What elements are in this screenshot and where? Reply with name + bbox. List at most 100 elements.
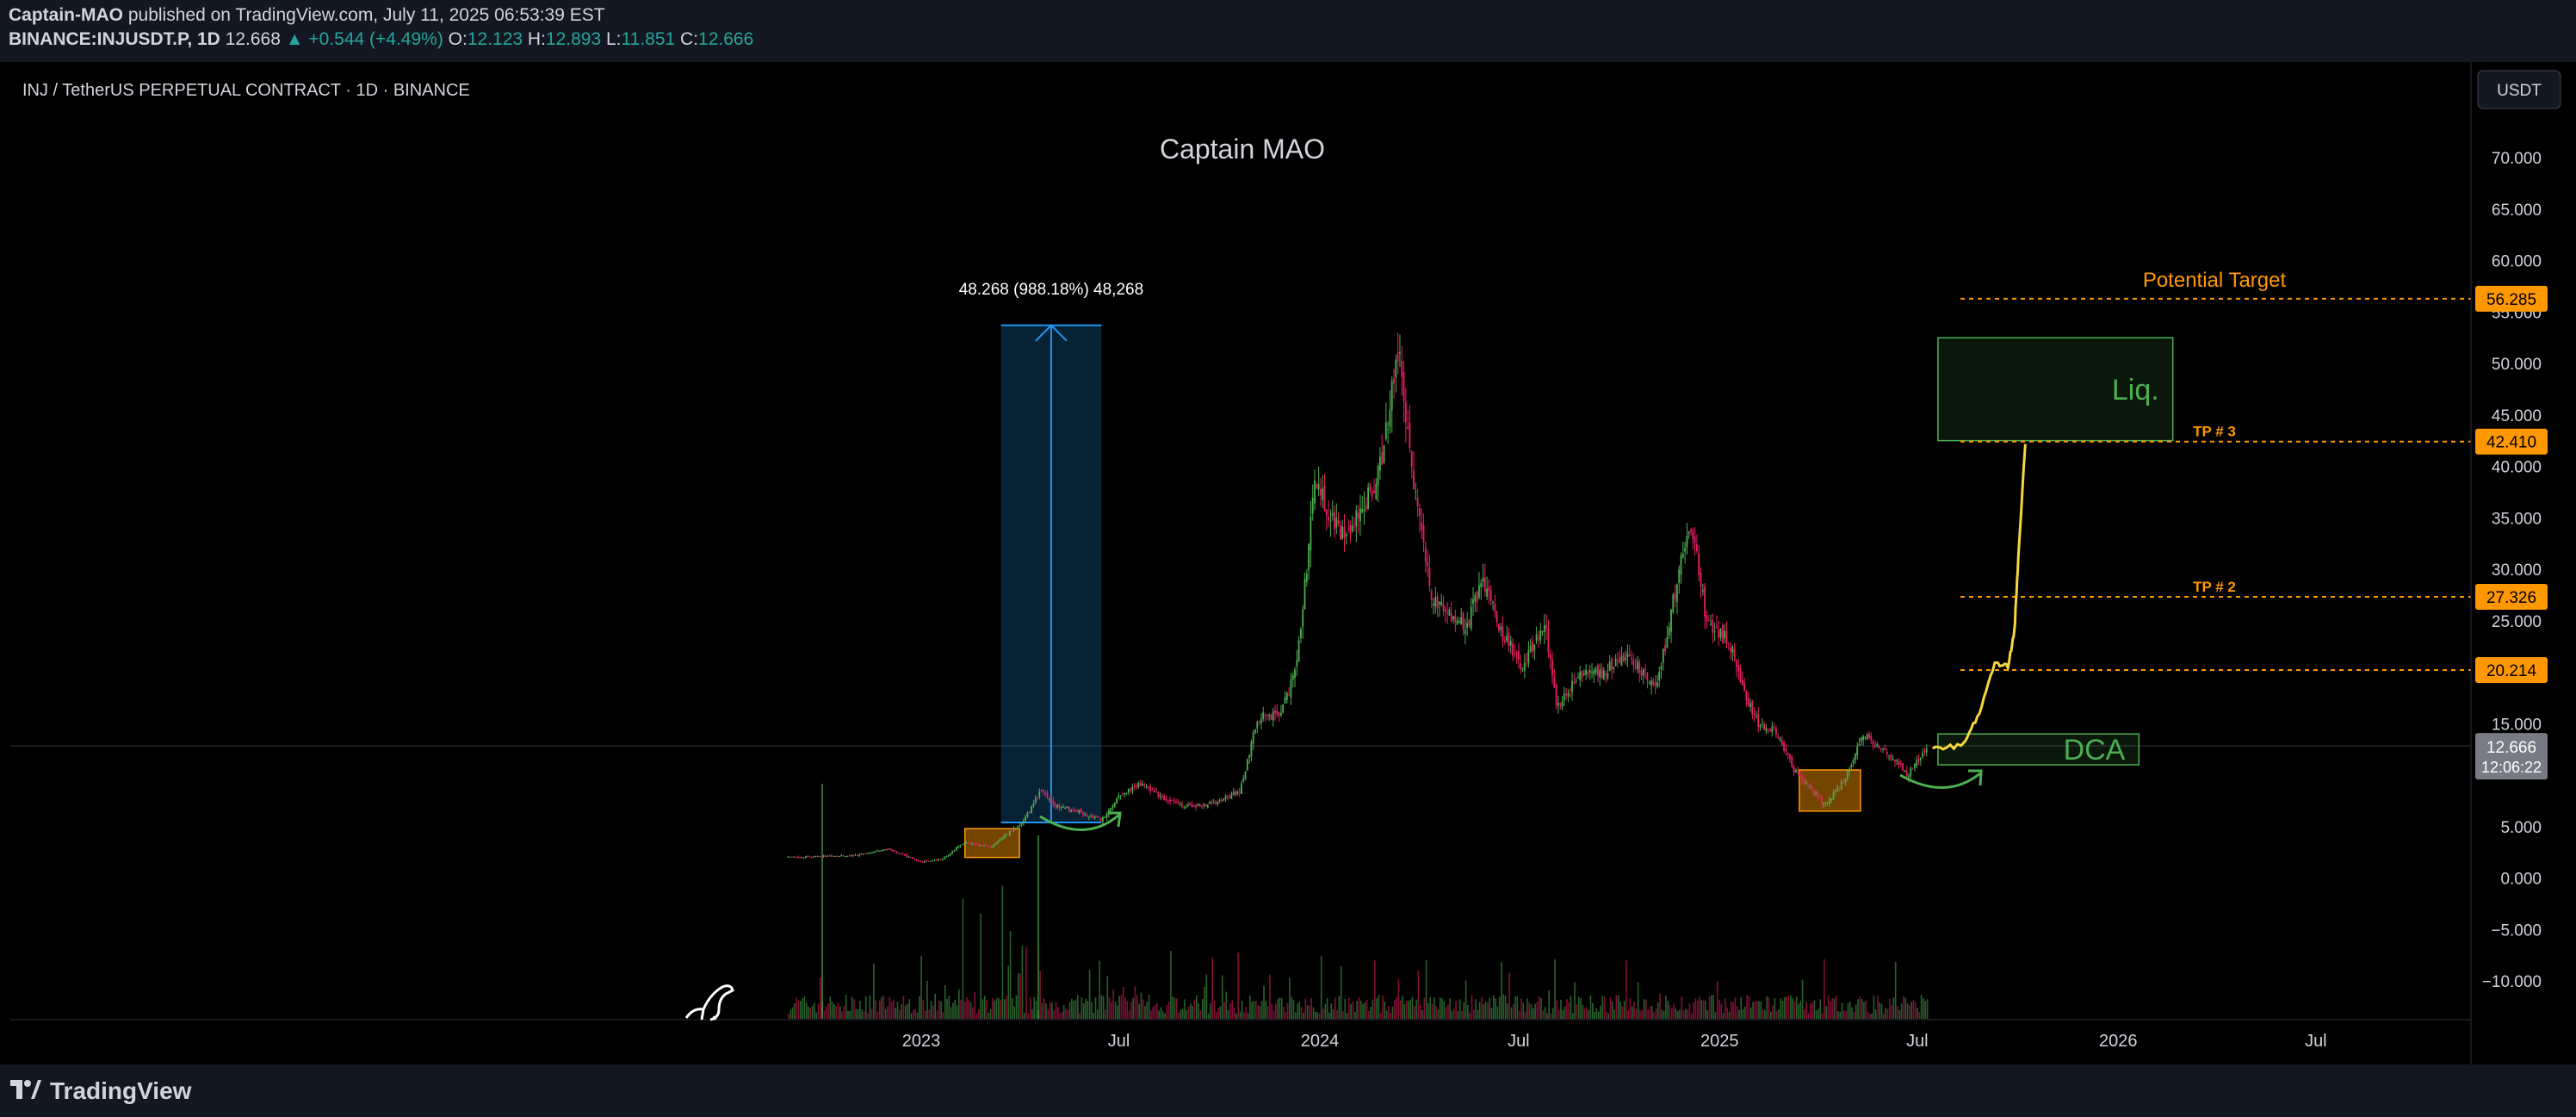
candle-body [1470, 606, 1472, 630]
time-tick: 2026 [2099, 1032, 2138, 1051]
volume-bar [853, 999, 855, 1019]
volume-bar [1007, 965, 1010, 1019]
candle-body [918, 860, 920, 862]
volume-bar [1100, 995, 1103, 1019]
volume-bar [1819, 999, 1822, 1019]
volume-bar [1607, 1013, 1609, 1019]
candle-body [1349, 525, 1352, 535]
candle-body [1468, 619, 1471, 626]
volume-bar [1142, 999, 1144, 1019]
volume-bar [934, 994, 936, 1019]
candle-body [1676, 584, 1678, 603]
volume-bar [1501, 962, 1502, 1019]
candle-body [1512, 643, 1514, 656]
candle-body [805, 856, 807, 858]
price-axis[interactable]: 70.00065.00060.00055.00050.00045.00040.0… [2470, 62, 2548, 1064]
volume-bar [1181, 1008, 1184, 1019]
volume-bar [1498, 996, 1501, 1019]
zone-label: Liq. [2112, 374, 2159, 406]
currency-button[interactable] [2477, 70, 2561, 109]
measure-label: 48.268 (988.18%) 48,268 [959, 281, 1143, 299]
volume-bar [994, 1000, 995, 1019]
volume-bar [1597, 1011, 1600, 1019]
volume-bar [1821, 1013, 1824, 1019]
candle-body [1626, 653, 1629, 657]
header-bar: Captain-MAO published on TradingView.com… [0, 0, 2576, 62]
tradingview-logo[interactable]: TradingView [10, 1077, 191, 1105]
volume-bar [1603, 996, 1606, 1019]
candle-body [1068, 806, 1070, 811]
volume-bar [863, 1011, 865, 1019]
volume-bar [1516, 996, 1519, 1019]
volume-bar [1772, 1005, 1774, 1019]
candle-body [1421, 522, 1423, 531]
volume-bar [1548, 990, 1550, 1019]
volume-bar [954, 1000, 956, 1019]
volume-bar [1417, 971, 1420, 1019]
candle-body [1482, 577, 1484, 582]
volume-bar [902, 996, 905, 1019]
volume-bar [1637, 982, 1639, 1019]
candle-body [1925, 748, 1928, 753]
candle-body [1334, 512, 1335, 531]
volume-bar [1231, 1000, 1233, 1019]
volume-bar [913, 1009, 914, 1019]
volume-bar [1496, 1006, 1499, 1019]
volume-bar [1059, 1012, 1061, 1019]
candle-body [1884, 748, 1886, 750]
volume-bar [1117, 1005, 1118, 1019]
candle-body [1078, 810, 1081, 813]
volume-bar [1447, 1004, 1449, 1019]
volume-bar [1279, 997, 1281, 1019]
volume-bar [1193, 999, 1196, 1019]
volume-bar [1144, 1006, 1146, 1019]
volume-bar [811, 1005, 814, 1019]
volume-bar [1843, 1010, 1845, 1019]
volume-bar [1463, 1002, 1465, 1019]
volume-bar [1372, 999, 1374, 1019]
candle-body [1503, 641, 1506, 642]
volume-bar [823, 1010, 826, 1019]
publisher-name[interactable]: Captain-MAO [9, 5, 123, 25]
candle-body [1294, 669, 1296, 678]
price-change: ▲ +0.544 (+4.49%) [285, 29, 443, 49]
candle-body [1276, 710, 1279, 716]
volume-bar [1286, 1002, 1289, 1019]
volume-bar [946, 998, 948, 1019]
curved-arrow [1039, 813, 1120, 831]
volume-bar [1774, 998, 1776, 1019]
last-price-tag [2475, 733, 2548, 780]
volume-bar [1205, 974, 1208, 1019]
candle-body [1171, 799, 1173, 801]
currency-button-label[interactable]: USDT [2497, 82, 2542, 100]
open-value: 12.123 [467, 29, 523, 49]
volume-bar [1132, 997, 1134, 1019]
time-axis[interactable]: 2023 Jul 2024 Jul 2025 Jul 2026 Jul [10, 1019, 2471, 1051]
volume-bar [1718, 1000, 1720, 1019]
time-tick: Jul [2305, 1032, 2327, 1051]
volume-bar [817, 1003, 820, 1019]
volume-bar [1332, 1008, 1334, 1019]
volume-bar [1350, 1004, 1352, 1019]
candle-body [967, 841, 969, 844]
volume-bar [1427, 1003, 1429, 1019]
volume-bar [1461, 1010, 1463, 1019]
candle-body [949, 853, 951, 856]
candle-body [1923, 751, 1926, 753]
candle-body [1498, 624, 1500, 631]
volume-bar [1223, 1002, 1225, 1019]
price-tick: 40.000 [2492, 459, 2542, 477]
candle-body [820, 856, 823, 858]
price-chart[interactable]: Liq. DCA 48.268 (988.18%) 48,268 Potentia… [0, 62, 2576, 1064]
volume-bar [1671, 1008, 1673, 1019]
volume-bar [841, 1011, 843, 1019]
candle-body [1656, 682, 1658, 687]
candle-body [1832, 791, 1835, 800]
volume-bar [1752, 1002, 1754, 1019]
candle-body [1173, 800, 1175, 802]
close-label: C: [680, 29, 699, 49]
volume-bar [928, 1009, 931, 1019]
volume-bar [1839, 1012, 1842, 1019]
zone-liq- [1937, 337, 2174, 442]
volume-bar [881, 996, 882, 1019]
